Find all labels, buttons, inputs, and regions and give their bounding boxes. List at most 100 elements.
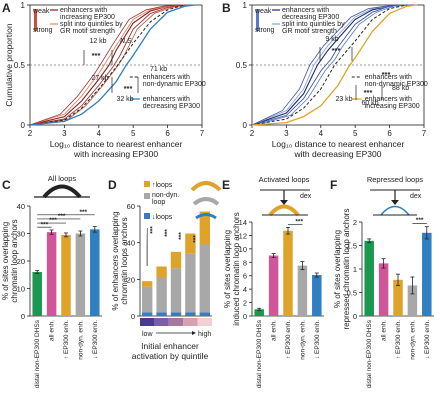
category-label: ↓ EP300 enh.: [424, 320, 431, 359]
annotation-sig: ***: [364, 88, 373, 97]
panel-title: Activated loops: [259, 175, 310, 184]
y-tick-label: 20: [127, 275, 135, 284]
cdf-line-enhancers-with-non-dynamic-ep300: [251, 4, 407, 126]
y-tick-label: 0: [243, 121, 248, 130]
significance-label: ***: [149, 226, 156, 234]
stacked-bar-segment-0: [170, 312, 182, 316]
y-tick-label: 0.5: [14, 61, 26, 70]
panel-letter-B: B: [222, 1, 231, 15]
y-tick-label: 12: [239, 231, 247, 240]
y-tick-label: 20: [17, 257, 25, 266]
bar-1: [378, 263, 389, 316]
stacked-bar-segment-0: [156, 312, 167, 316]
legend-item-down: ↓loops: [152, 214, 173, 221]
legend-item-nondyn: enhancers with non-dynamic EP300: [143, 74, 206, 88]
bar-3: [297, 265, 308, 316]
significance-label: ***: [58, 213, 66, 220]
x-axis-label: Initial enhancer: [141, 341, 199, 351]
range-label-low: low: [142, 331, 153, 338]
significance-label: ***: [178, 232, 185, 240]
stacked-bar-segment-2: [142, 281, 153, 287]
y-axis-label: % of sites overlappinginduced chromatin …: [223, 212, 241, 325]
y-axis-label: % of enhancers overlappingchromatin loop…: [111, 211, 129, 310]
loop-icon-activated: [268, 204, 300, 217]
annotation-median: 23 kb: [335, 96, 352, 103]
significance-label: ***: [79, 209, 87, 216]
y-axis-label: Cumulative proportion: [4, 23, 14, 106]
cdf-line-quintile-extra: [251, 4, 403, 126]
legend-strong-label: strong: [33, 27, 53, 34]
y-axis-label: % of sites overlappingrepressed chromati…: [333, 209, 351, 330]
legend-swatch-nondyn: [144, 193, 150, 199]
annotation-median: 27 kb: [91, 75, 108, 82]
x-tick-label: 2: [250, 129, 255, 138]
annotation-ns: N.S.: [120, 38, 134, 45]
y-tick-label: 0: [131, 312, 135, 321]
y-tick-label: 0: [243, 312, 247, 321]
significance-label: ***: [164, 229, 171, 237]
x-tick-label: 3: [284, 129, 289, 138]
y-tick-label: 10: [17, 285, 25, 294]
y-tick-label: 2: [243, 299, 247, 308]
panel-letter-C: C: [2, 178, 11, 192]
panel-letter-F: F: [330, 178, 337, 192]
y-tick-label: 10: [239, 245, 247, 254]
cdf-line-quintile-extra: [255, 4, 411, 126]
y-tick-label: 0.5: [347, 289, 357, 298]
x-tick-label: 5: [353, 129, 358, 138]
y-tick-label: 60: [127, 202, 135, 211]
annotation-sig: ***: [124, 84, 133, 93]
category-label: distal non-EP300 DHSs: [366, 319, 373, 388]
x-tick-label: 4: [97, 129, 102, 138]
category-label: all enh.: [381, 320, 388, 341]
x-axis-label: Log₁₀ distance to nearest enhancer: [50, 139, 183, 149]
range-label-high: high: [198, 331, 211, 338]
legend-weak-label: weak: [32, 8, 50, 15]
stacked-bar-segment-1: [142, 286, 153, 313]
legend-gradient-bar: [256, 9, 259, 31]
panel-letter-E: E: [222, 178, 230, 192]
legend-gradient-bar: [34, 9, 37, 31]
annotation-median: 88 kb: [392, 85, 409, 92]
annotation-sig: ***: [332, 46, 341, 55]
legend-item-other: enhancers with decreasing EP300: [143, 96, 200, 110]
stacked-bar-segment-1: [185, 253, 196, 313]
annotation-sig: ***: [382, 70, 391, 79]
x-tick-label: 6: [165, 129, 170, 138]
cdf-line-quintile-extra: [29, 4, 181, 126]
category-label: non-dyn. enh.: [299, 320, 306, 360]
category-label: ↑ EP300 enh.: [285, 320, 292, 359]
legend-item-nondyn: non-dyn. loop: [152, 192, 179, 206]
dex-arrowhead: [280, 200, 288, 205]
x-tick-label: 7: [200, 129, 205, 138]
y-tick-label: 1: [243, 1, 248, 10]
y-tick-label: 0: [21, 312, 25, 321]
cdf-line-enhancers-with-non-dynamic-ep300: [29, 4, 185, 126]
bar-4: [312, 275, 322, 316]
annotation-median: 12 kb: [89, 38, 106, 45]
loop-icon-repressed: [380, 205, 410, 216]
bar-2: [283, 230, 293, 316]
x-axis-label: with increasing EP300: [73, 149, 158, 159]
bar-0: [364, 240, 374, 316]
dex-label: dex: [410, 193, 422, 200]
category-label: ↓ EP300 enh.: [92, 320, 99, 359]
category-label: ↑ EP300 enh.: [395, 320, 402, 359]
y-tick-label: 0: [21, 121, 26, 130]
y-tick-label: 30: [17, 230, 25, 239]
bar-1: [268, 255, 279, 316]
x-tick-label: 3: [62, 129, 67, 138]
legend-item-other: enhancers with increasing EP300: [365, 96, 420, 110]
legend-strong-label: strong: [255, 27, 275, 34]
y-tick-label: 14: [239, 218, 247, 227]
x-axis-label: Log₁₀ distance to nearest enhancer: [272, 139, 405, 149]
x-tick-label: 4: [319, 129, 324, 138]
y-tick-label: 0.5: [236, 61, 248, 70]
significance-label: ***: [416, 217, 424, 224]
panel-title: Repressed loops: [367, 175, 424, 184]
annotation-median: 32 kb: [116, 96, 133, 103]
cdf-line-quintile-1: [251, 4, 407, 126]
stacked-bar-segment-2: [199, 211, 210, 245]
legend-item: split into quintiles by GR motif strength: [60, 21, 123, 35]
